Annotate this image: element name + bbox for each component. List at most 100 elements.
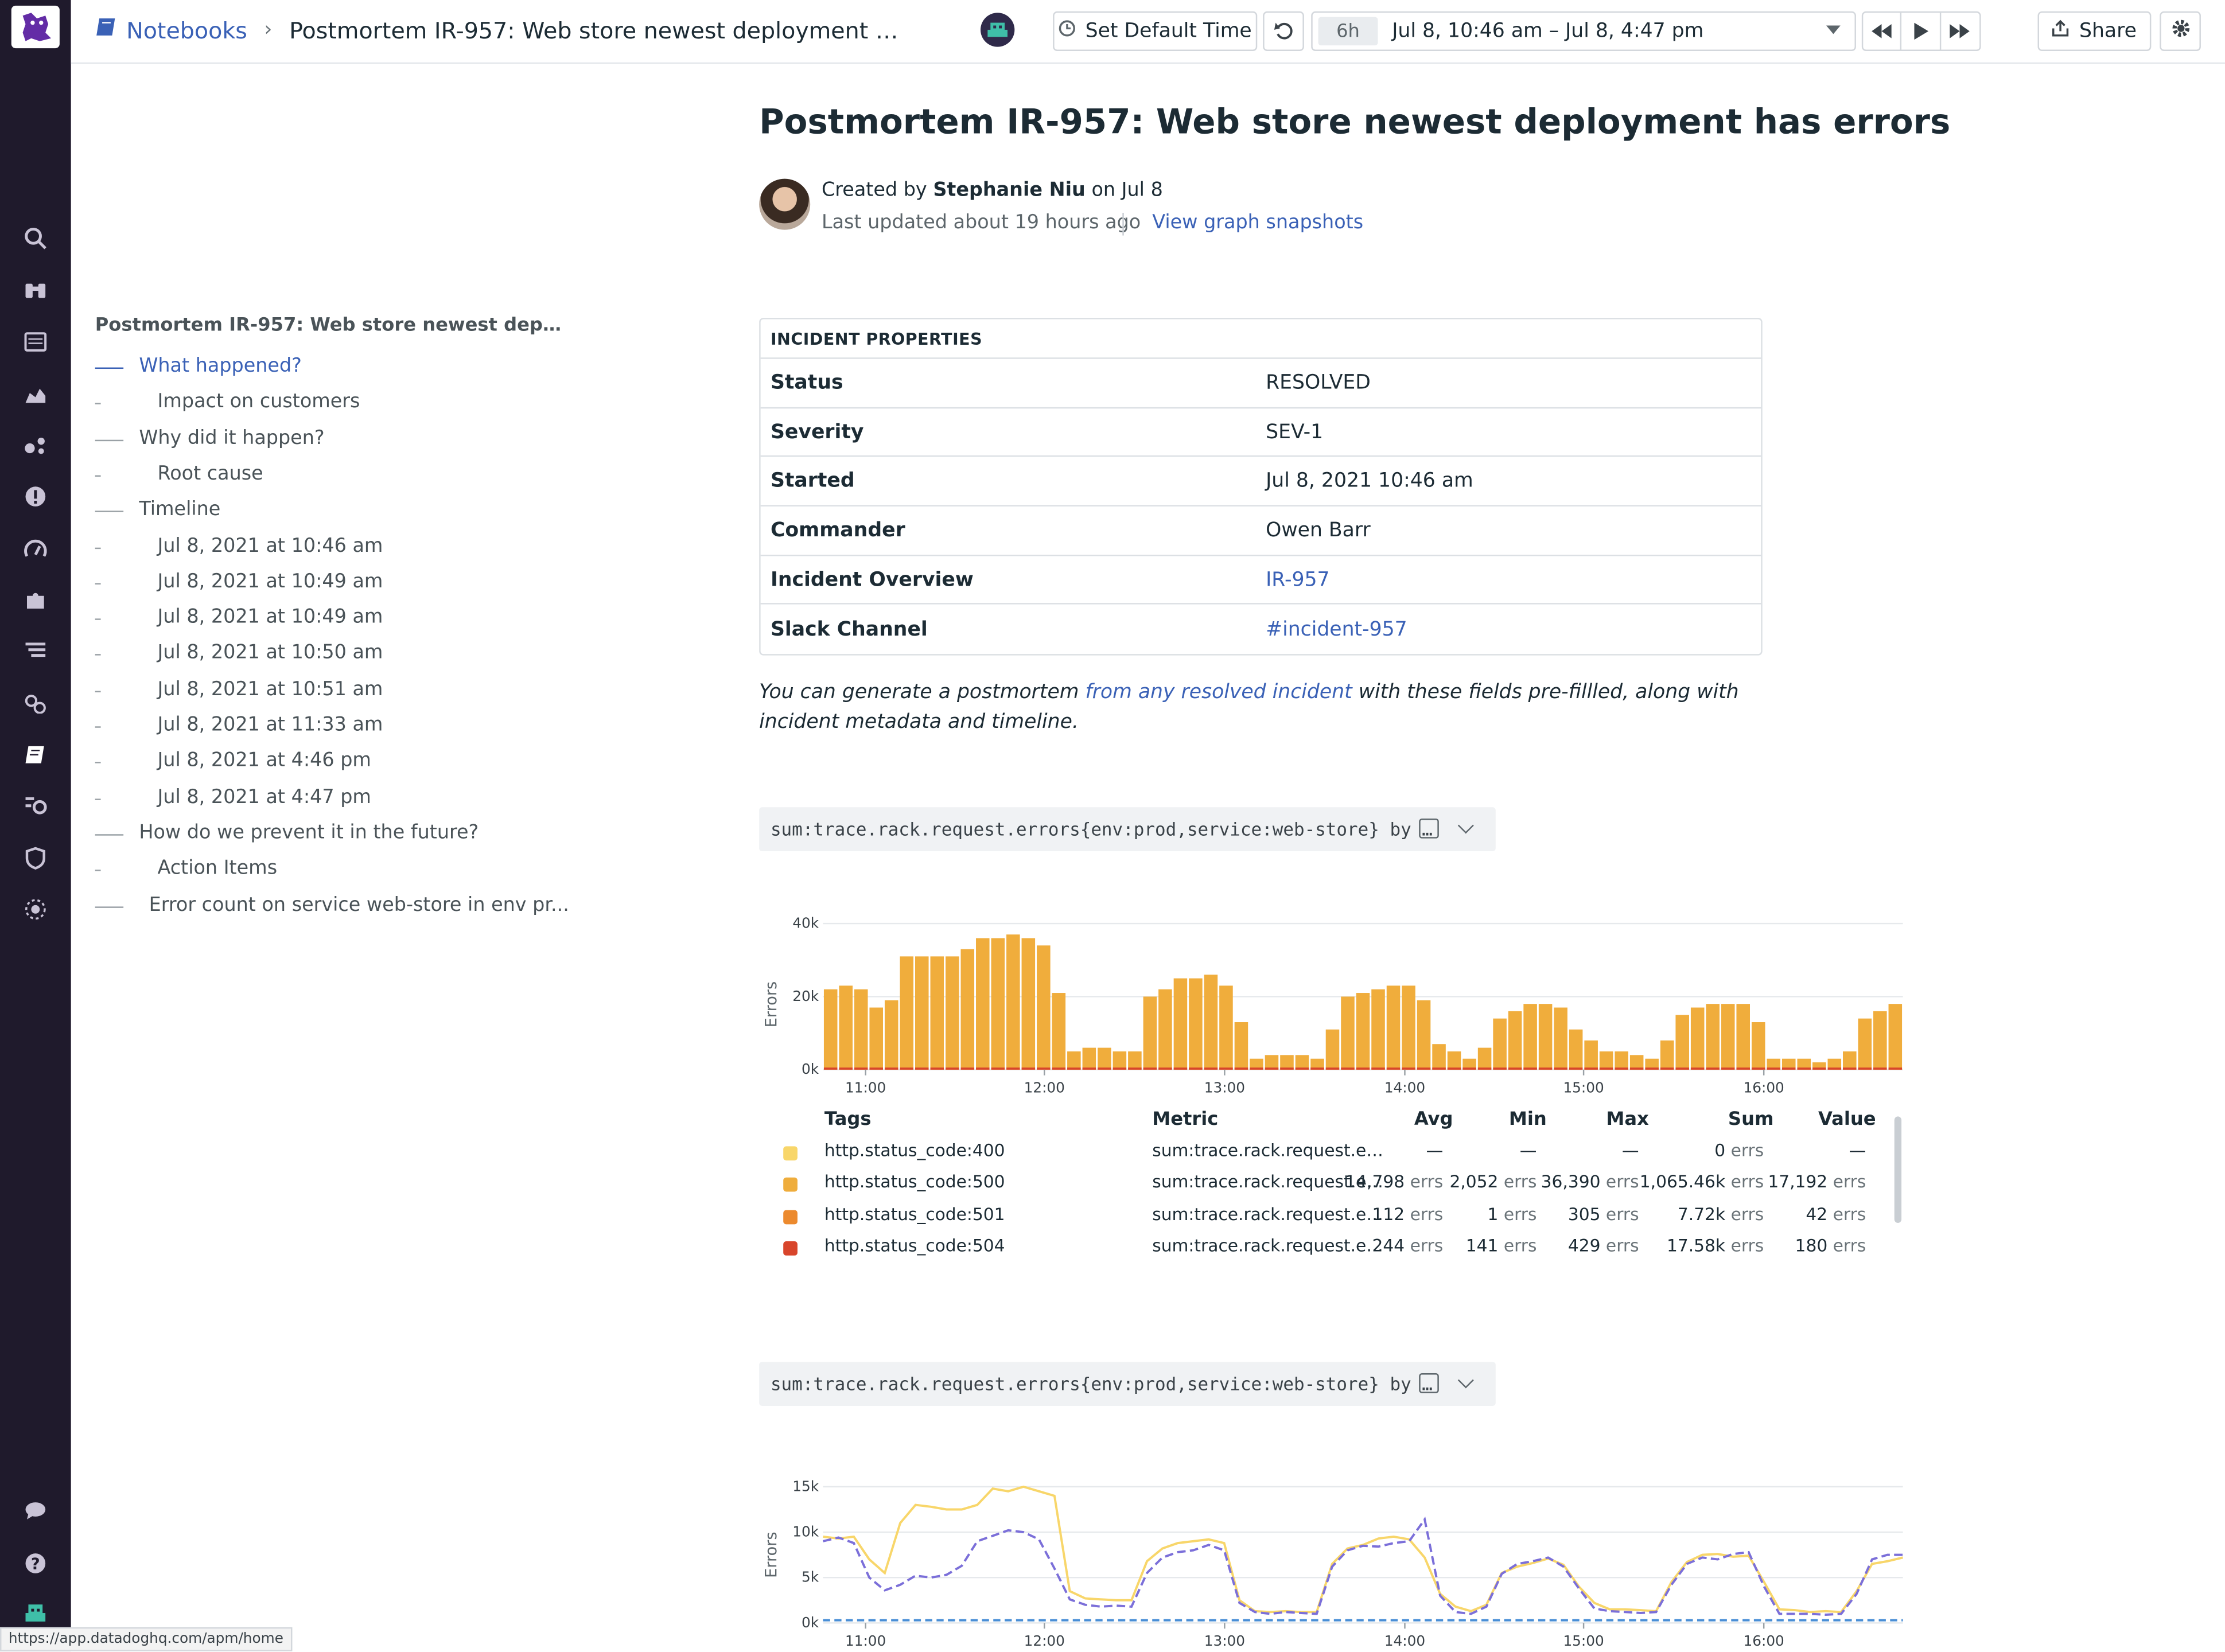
bar: [1858, 1018, 1872, 1070]
bar-504: [1462, 1067, 1476, 1070]
settings-button[interactable]: [2160, 11, 2201, 52]
help-icon[interactable]: ?: [18, 1548, 52, 1579]
legend-header[interactable]: Avg: [1414, 1109, 1453, 1131]
monitors-icon[interactable]: [18, 481, 52, 512]
metric-query-2[interactable]: sum:trace.rack.request.errors{env:prod,s…: [759, 1362, 1496, 1406]
notebook-icon[interactable]: [18, 739, 52, 770]
toc-item[interactable]: Error count on service web-store in env …: [149, 893, 569, 916]
property-row: Slack Channel #incident-957: [761, 605, 1761, 654]
datadog-logo-icon[interactable]: [11, 5, 60, 49]
bar: [1477, 1047, 1492, 1070]
legend-cell-tag: http.status_code:501: [824, 1203, 1005, 1224]
toc-item[interactable]: Jul 8, 2021 at 10:51 am: [157, 677, 383, 700]
binoculars-icon[interactable]: [18, 274, 52, 305]
bar-504: [915, 1067, 929, 1070]
share-button[interactable]: Share: [2037, 11, 2152, 52]
toc-item[interactable]: Jul 8, 2021 at 10:49 am: [157, 606, 383, 629]
chat-icon[interactable]: [18, 1495, 52, 1526]
copy-icon[interactable]: [1419, 1373, 1439, 1393]
property-value[interactable]: #incident-957: [1266, 618, 1407, 641]
property-value: Jul 8, 2021 10:46 am: [1266, 470, 1473, 493]
legend-row[interactable]: http.status_code:500 sum:trace.rack.reque…: [759, 1172, 1895, 1203]
toc-item[interactable]: Impact on customers: [157, 390, 360, 414]
legend-scrollbar[interactable]: [1894, 1116, 1902, 1223]
toc-item[interactable]: Why did it happen?: [139, 426, 325, 449]
toc-item[interactable]: How do we prevent it in the future?: [139, 821, 479, 844]
user-avatar-icon[interactable]: [18, 1598, 52, 1628]
set-default-time-button[interactable]: Set Default Time: [1053, 11, 1258, 52]
legend-row[interactable]: http.status_code:400 sum:trace.rack.reque…: [759, 1140, 1895, 1171]
toc-heading[interactable]: Postmortem IR-957: Web store newest depl…: [95, 315, 563, 337]
bar: [1098, 1047, 1111, 1070]
legend-header[interactable]: Metric: [1152, 1109, 1219, 1131]
rum-icon[interactable]: [18, 894, 52, 925]
integrations-icon[interactable]: [18, 430, 52, 461]
toc-item[interactable]: Jul 8, 2021 at 4:47 pm: [157, 785, 371, 808]
time-range-text: Jul 8, 10:46 am – Jul 8, 4:47 pm: [1392, 20, 1704, 43]
notebooks-puzzle-icon[interactable]: [18, 585, 52, 615]
property-value[interactable]: IR-957: [1266, 568, 1330, 591]
bar: [1569, 1029, 1583, 1070]
security-shield-icon[interactable]: [18, 843, 52, 874]
synthetics-icon[interactable]: [18, 790, 52, 821]
bits-bot-icon[interactable]: [980, 13, 1015, 47]
legend-header[interactable]: Max: [1606, 1109, 1649, 1131]
bar: [1660, 1040, 1674, 1070]
toc-item[interactable]: Jul 8, 2021 at 11:33 am: [157, 714, 383, 737]
fast-forward-icon[interactable]: [1941, 13, 1980, 49]
notebook-icon: [95, 15, 118, 44]
network-icon[interactable]: [18, 688, 52, 719]
dashboards-icon[interactable]: [18, 326, 52, 357]
bar-504: [1295, 1067, 1309, 1070]
rewind-icon[interactable]: [1863, 13, 1902, 50]
bar: [1052, 993, 1066, 1070]
legend-header[interactable]: Sum: [1728, 1109, 1774, 1131]
bar: [1234, 1022, 1248, 1070]
toc-marker: [95, 547, 101, 548]
bar: [1204, 975, 1218, 1070]
toc-marker: [95, 833, 124, 836]
breadcrumb-notebooks-link[interactable]: Notebooks: [126, 16, 247, 44]
time-range-picker[interactable]: 6h Jul 8, 10:46 am – Jul 8, 4:47 pm: [1311, 11, 1856, 52]
toc-item[interactable]: Jul 8, 2021 at 4:46 pm: [157, 749, 371, 773]
toc-item[interactable]: Jul 8, 2021 at 10:46 am: [157, 534, 383, 557]
bar: [1143, 996, 1157, 1070]
legend-row[interactable]: http.status_code:504 sum:trace.rack.reque…: [759, 1236, 1895, 1267]
logs-icon[interactable]: [18, 636, 52, 667]
bar: [946, 956, 959, 1070]
toc-item[interactable]: Jul 8, 2021 at 10:49 am: [157, 570, 383, 593]
legend-header[interactable]: Tags: [824, 1109, 872, 1131]
reset-time-button[interactable]: [1263, 11, 1304, 52]
x-tick-label: 14:00: [1384, 1632, 1425, 1649]
legend-row[interactable]: http.status_code:501 sum:trace.rack.reque…: [759, 1204, 1895, 1235]
toc-item[interactable]: Timeline: [139, 498, 221, 521]
copy-icon[interactable]: [1419, 819, 1439, 839]
chevron-down-icon[interactable]: [1457, 1372, 1474, 1389]
metric-query-1[interactable]: sum:trace.rack.request.errors{env:prod,s…: [759, 807, 1496, 851]
legend-header[interactable]: Value: [1818, 1109, 1876, 1131]
x-tick-label: 15:00: [1563, 1079, 1604, 1096]
bar-504: [1082, 1067, 1096, 1070]
metrics-icon[interactable]: [18, 379, 52, 410]
bar-504: [1615, 1067, 1628, 1070]
toc-marker: [95, 690, 101, 692]
toc-item[interactable]: What happened?: [139, 354, 302, 377]
toc-marker: [95, 511, 124, 513]
legend-header[interactable]: Min: [1508, 1109, 1547, 1131]
apm-icon[interactable]: [18, 533, 52, 564]
bar: [884, 1000, 898, 1070]
time-span-badge: 6h: [1318, 17, 1378, 46]
toc-item[interactable]: Jul 8, 2021 at 10:50 am: [157, 641, 383, 665]
play-icon[interactable]: [1902, 13, 1941, 50]
author-name: Stephanie Niu: [933, 178, 1086, 202]
search-icon[interactable]: [18, 223, 52, 254]
bar: [1493, 1018, 1507, 1070]
toc-item[interactable]: Action Items: [157, 857, 278, 880]
chevron-down-icon[interactable]: [1457, 817, 1474, 834]
legend-cell-avg: 14,798 errs: [1345, 1172, 1444, 1193]
bar-504: [1797, 1067, 1811, 1070]
toc-item[interactable]: Root cause: [157, 462, 263, 485]
bar-504: [1158, 1067, 1172, 1070]
resolved-incident-link[interactable]: from any resolved incident: [1085, 681, 1352, 704]
view-graph-snapshots-link[interactable]: View graph snapshots: [1152, 211, 1364, 235]
